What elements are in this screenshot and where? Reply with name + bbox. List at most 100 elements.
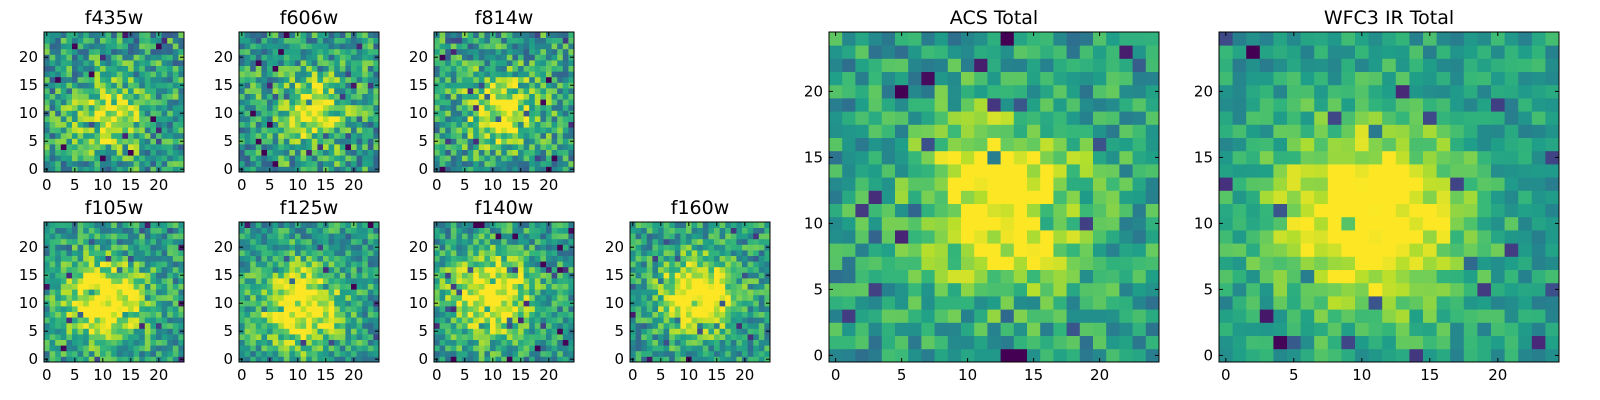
heatmap-cell (139, 294, 146, 301)
y-tick-label: 10 (214, 104, 233, 122)
heatmap-cell (534, 144, 541, 150)
heatmap-cell (529, 283, 536, 290)
heatmap-cell (842, 243, 856, 257)
heatmap-cell (842, 296, 856, 310)
heatmap-cell (167, 222, 174, 228)
heatmap-cell (94, 93, 101, 100)
heatmap-cell (356, 350, 363, 357)
heatmap-cell (323, 328, 329, 335)
heatmap-cell (1040, 256, 1054, 270)
heatmap-cell (635, 294, 642, 301)
heatmap-cell (730, 345, 737, 352)
heatmap-cell (456, 278, 463, 284)
heatmap-cell (156, 289, 162, 296)
heatmap-cell (439, 356, 446, 363)
heatmap-cell (557, 300, 564, 307)
heatmap-cell (456, 255, 463, 262)
heatmap-cell (506, 311, 513, 318)
heatmap-cell (478, 60, 485, 66)
heatmap-cell (462, 255, 468, 262)
heatmap-cell (94, 48, 101, 55)
heatmap-cell (1132, 348, 1147, 363)
heatmap-cell (501, 116, 508, 122)
heatmap-cell (658, 250, 664, 256)
heatmap-cell (100, 144, 106, 150)
heatmap-cell (100, 233, 106, 240)
heatmap-cell (178, 99, 185, 106)
heatmap-cell (512, 155, 519, 162)
heatmap-cell (94, 255, 101, 262)
heatmap-cell (255, 82, 262, 89)
heatmap-cell (702, 261, 709, 268)
heatmap-cell (128, 250, 134, 256)
heatmap-cell (49, 350, 56, 357)
heatmap-cell (680, 238, 687, 245)
heatmap-cell (842, 150, 856, 165)
heatmap-cell (83, 238, 90, 245)
heatmap-cell (439, 238, 446, 245)
heatmap-cell (764, 261, 771, 268)
heatmap-cell (306, 54, 313, 61)
heatmap-cell (105, 306, 112, 312)
heatmap-cell (250, 233, 257, 240)
heatmap-cell (697, 261, 704, 268)
heatmap-cell (895, 296, 909, 310)
heatmap-cell (546, 121, 552, 128)
heatmap-cell (568, 127, 575, 134)
heatmap-cell (518, 334, 524, 340)
heatmap-cell (467, 238, 474, 245)
heatmap-cell (495, 266, 502, 273)
heatmap-cell (562, 116, 569, 122)
heatmap-cell (83, 37, 90, 44)
heatmap-cell (1119, 335, 1133, 350)
heatmap-cell (490, 278, 496, 284)
heatmap-cell (100, 328, 106, 335)
heatmap-cell (55, 289, 62, 296)
heatmap-cell (167, 339, 174, 346)
heatmap-cell (439, 255, 446, 262)
heatmap-cell (630, 350, 636, 357)
heatmap-cell (551, 227, 558, 234)
heatmap-cell (512, 127, 519, 134)
heatmap-cell (855, 309, 869, 323)
heatmap-cell (669, 261, 676, 268)
heatmap-cell (100, 138, 106, 145)
heatmap-cell (334, 121, 341, 128)
heatmap-cell (122, 238, 129, 245)
heatmap-cell (540, 104, 547, 111)
heatmap-cell (111, 110, 118, 117)
heatmap-cell (736, 345, 743, 352)
heatmap-cell (557, 306, 564, 312)
heatmap-cell (758, 255, 765, 262)
heatmap-cell (283, 339, 290, 346)
heatmap-cell (150, 238, 157, 245)
heatmap-cell (495, 116, 502, 122)
heatmap-cell (317, 132, 324, 139)
heatmap-cell (490, 65, 496, 72)
heatmap-cell (473, 144, 480, 150)
heatmap-cell (306, 356, 313, 363)
heatmap-cell (501, 160, 508, 167)
heatmap-cell (652, 356, 659, 363)
heatmap-cell (167, 266, 174, 273)
heatmap-cell (434, 261, 440, 268)
heatmap-cell (128, 306, 134, 312)
heatmap-cell (730, 244, 737, 251)
heatmap-cell (456, 272, 463, 279)
heatmap-cell (1013, 190, 1028, 204)
heatmap-cell (77, 132, 84, 139)
heatmap-cell (529, 155, 536, 162)
heatmap-cell (568, 88, 575, 94)
heatmap-cell (534, 300, 541, 307)
heatmap-cell (462, 345, 468, 352)
heatmap-cell (529, 127, 536, 134)
heatmap-cell (345, 294, 352, 301)
heatmap-cell (100, 60, 106, 66)
heatmap-cell (1066, 177, 1081, 191)
heatmap-cell (719, 278, 726, 284)
heatmap-cell (300, 334, 307, 340)
heatmap-cell (261, 138, 268, 145)
heatmap-cell (345, 244, 352, 251)
heatmap-cell (105, 60, 112, 66)
heatmap-cell (261, 345, 268, 352)
